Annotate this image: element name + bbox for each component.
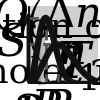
Text: $u_1$: $u_1$	[18, 87, 59, 100]
Text: $T_2$: $T_2$	[56, 39, 100, 89]
Text: Q: Q	[0, 0, 28, 40]
Text: Fraction of
total molecules: Fraction of total molecules	[0, 10, 100, 89]
Text: S: S	[0, 23, 28, 66]
Text: → Speed: → Speed	[0, 93, 100, 100]
Text: $\left(\dfrac{\Delta n}{n}\right)$: $\left(\dfrac{\Delta n}{n}\right)$	[23, 0, 100, 66]
Text: $T_1$: $T_1$	[44, 45, 97, 94]
Text: $u_2$: $u_2$	[20, 87, 61, 100]
Text: P: P	[31, 87, 61, 100]
Text: R: R	[41, 87, 75, 100]
